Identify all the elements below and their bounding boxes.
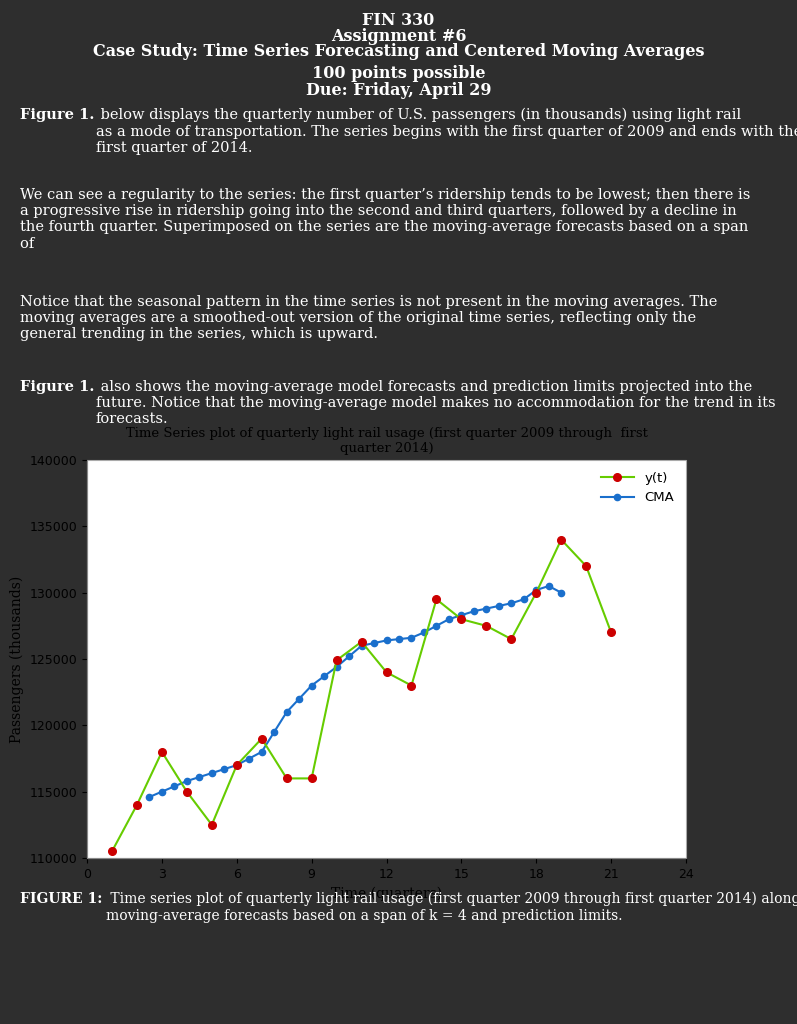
CMA	[532, 584, 541, 596]
y(t)	[432, 593, 442, 605]
Text: Figure 1.: Figure 1.	[20, 380, 94, 394]
y(t)	[207, 819, 217, 831]
y(t)	[406, 679, 416, 691]
Text: also shows the moving-average model forecasts and prediction limits projected in: also shows the moving-average model fore…	[96, 380, 775, 426]
CMA	[219, 763, 229, 775]
CMA	[519, 593, 528, 605]
CMA	[307, 679, 316, 691]
Text: FIN 330: FIN 330	[363, 12, 434, 29]
CMA	[332, 660, 341, 673]
y(t)	[457, 613, 466, 626]
y(t)	[257, 732, 266, 744]
CMA	[556, 587, 566, 599]
y(t)	[332, 654, 341, 667]
CMA	[320, 670, 329, 682]
CMA	[369, 637, 379, 649]
CMA	[544, 580, 553, 592]
Y-axis label: Passengers (thousands): Passengers (thousands)	[10, 575, 24, 742]
CMA	[469, 605, 479, 617]
CMA	[269, 726, 279, 738]
y(t)	[481, 620, 491, 632]
CMA	[170, 780, 179, 793]
CMA	[194, 771, 204, 783]
CMA	[157, 785, 167, 798]
Line: CMA: CMA	[147, 583, 564, 800]
CMA	[344, 650, 354, 663]
y(t)	[581, 560, 591, 572]
y(t)	[357, 636, 367, 648]
CMA	[232, 759, 241, 771]
Text: Due: Friday, April 29: Due: Friday, April 29	[306, 82, 491, 99]
CMA	[395, 633, 404, 645]
y(t)	[382, 667, 391, 679]
CMA	[457, 609, 466, 622]
CMA	[507, 597, 516, 609]
Text: below displays the quarterly number of U.S. passengers (in thousands) using ligh: below displays the quarterly number of U…	[96, 108, 797, 155]
y(t)	[507, 633, 516, 645]
X-axis label: Time (quarters): Time (quarters)	[331, 887, 442, 901]
CMA	[406, 632, 416, 644]
Text: 100 points possible: 100 points possible	[312, 65, 485, 82]
CMA	[382, 634, 391, 646]
Title: Time Series plot of quarterly light rail usage (first quarter 2009 through  firs: Time Series plot of quarterly light rail…	[126, 427, 647, 455]
Text: Figure 1.: Figure 1.	[20, 108, 94, 122]
CMA	[207, 767, 217, 779]
CMA	[432, 620, 442, 632]
y(t)	[556, 534, 566, 546]
y(t)	[182, 785, 191, 798]
Legend: y(t), CMA: y(t), CMA	[595, 467, 679, 510]
y(t)	[157, 745, 167, 758]
CMA	[182, 775, 191, 787]
CMA	[494, 600, 504, 612]
CMA	[282, 706, 292, 718]
Text: Time series plot of quarterly light rail usage (first quarter 2009 through first: Time series plot of quarterly light rail…	[106, 892, 797, 923]
Text: FIGURE 1:: FIGURE 1:	[20, 892, 102, 906]
Text: Notice that the seasonal pattern in the time series is not present in the moving: Notice that the seasonal pattern in the …	[20, 295, 717, 341]
y(t)	[307, 772, 316, 784]
y(t)	[107, 845, 116, 857]
Text: Case Study: Time Series Forecasting and Centered Moving Averages: Case Study: Time Series Forecasting and …	[92, 43, 705, 59]
CMA	[357, 640, 367, 652]
CMA	[245, 753, 254, 765]
CMA	[294, 692, 304, 705]
CMA	[481, 602, 491, 614]
CMA	[419, 627, 429, 639]
CMA	[444, 613, 453, 626]
CMA	[144, 791, 154, 803]
CMA	[257, 745, 266, 758]
y(t)	[282, 772, 292, 784]
Text: We can see a regularity to the series: the first quarter’s ridership tends to be: We can see a regularity to the series: t…	[20, 188, 750, 251]
y(t)	[532, 587, 541, 599]
Text: Assignment #6: Assignment #6	[331, 28, 466, 45]
y(t)	[132, 799, 142, 811]
y(t)	[232, 759, 241, 771]
y(t)	[607, 627, 616, 639]
Line: y(t): y(t)	[108, 536, 615, 855]
